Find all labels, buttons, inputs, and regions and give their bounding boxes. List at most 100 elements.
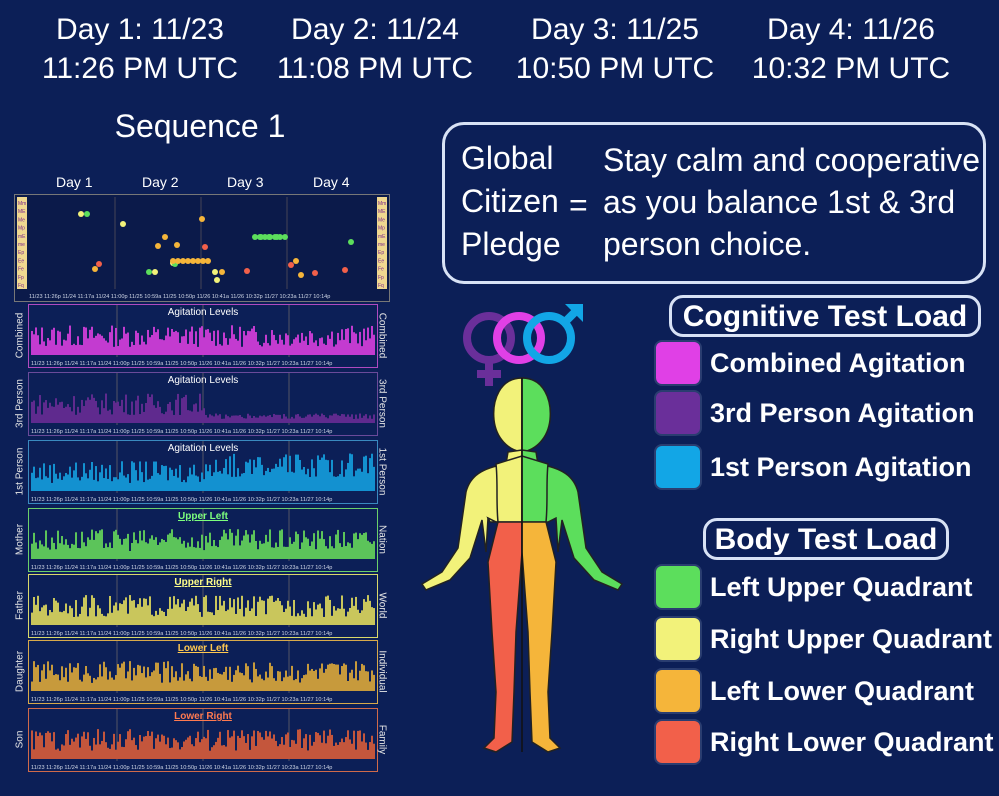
agitation-bar bbox=[219, 595, 221, 625]
agitation-bar bbox=[315, 732, 317, 759]
agitation-bar bbox=[203, 550, 205, 559]
pledge-box: Global Citizen Pledge = Stay calm and co… bbox=[442, 122, 986, 284]
plot-day-1: Day 1 bbox=[56, 174, 93, 190]
agitation-bar bbox=[161, 734, 163, 759]
agitation-bar bbox=[313, 741, 315, 759]
agitation-bar bbox=[293, 599, 295, 625]
agitation-bar bbox=[65, 406, 67, 423]
agitation-bar bbox=[159, 339, 161, 355]
agitation-bar bbox=[333, 664, 335, 691]
agitation-bar bbox=[39, 467, 41, 491]
agitation-bar bbox=[149, 676, 151, 691]
cognitive-test-load-heading: Cognitive Test Load bbox=[669, 295, 981, 337]
agitation-bar bbox=[75, 414, 77, 423]
agitation-bar bbox=[99, 530, 101, 559]
state-dot bbox=[200, 258, 206, 264]
agitation-bar bbox=[135, 330, 137, 355]
agitation-bar bbox=[51, 664, 53, 691]
agitation-bar bbox=[281, 529, 283, 559]
agitation-bar bbox=[313, 602, 315, 625]
agitation-bar bbox=[369, 681, 371, 691]
agitation-bar bbox=[73, 343, 75, 355]
panel-left-label: Daughter bbox=[14, 650, 26, 693]
agitation-bar bbox=[49, 465, 51, 491]
agitation-bar bbox=[361, 610, 363, 625]
state-timeline-plot: Mm ME Me Mp mE me Ep Ee Fe Fp Fq Mm ME Me Mp mE me Ep Ee Fe… bbox=[14, 194, 390, 302]
agitation-bar bbox=[213, 745, 215, 759]
agitation-bar bbox=[243, 616, 245, 625]
agitation-bar bbox=[223, 467, 225, 491]
agitation-bar bbox=[291, 343, 293, 355]
panel-right-label: Nation bbox=[376, 525, 388, 554]
agitation-bar bbox=[75, 532, 77, 559]
legend-right-upper-quadrant: Right Upper Quadrant bbox=[654, 615, 992, 663]
agitation-bar bbox=[247, 413, 249, 423]
agitation-bar bbox=[115, 477, 117, 491]
agitation-bar bbox=[145, 542, 147, 559]
agitation-bar bbox=[331, 734, 333, 759]
agitation-bar bbox=[283, 677, 285, 691]
agitation-bar bbox=[129, 595, 131, 625]
agitation-bar bbox=[209, 414, 211, 423]
agitation-bar bbox=[59, 402, 61, 423]
agitation-bar bbox=[153, 539, 155, 559]
agitation-bar bbox=[249, 542, 251, 559]
agitation-bar bbox=[35, 478, 37, 491]
agitation-bar bbox=[285, 333, 287, 355]
agitation-bar bbox=[255, 417, 257, 423]
agitation-bar bbox=[45, 530, 47, 559]
agitation-bar bbox=[99, 608, 101, 625]
agitation-bar bbox=[61, 666, 63, 691]
agitation-bar bbox=[259, 415, 261, 423]
agitation-bar bbox=[285, 416, 287, 423]
agitation-bar bbox=[153, 326, 155, 355]
agitation-bar bbox=[201, 739, 203, 759]
agitation-bar bbox=[219, 539, 221, 559]
bar-plot: 11/23 11:26p 11/24 11:17a 11/24 11:00p 1… bbox=[28, 508, 378, 572]
agitation-bar bbox=[339, 543, 341, 559]
panel-4: 11/23 11:26p 11/24 11:17a 11/24 11:00p 1… bbox=[14, 508, 392, 572]
agitation-bar bbox=[247, 600, 249, 625]
agitation-bar bbox=[275, 740, 277, 759]
agitation-bar bbox=[205, 464, 207, 491]
agitation-bar bbox=[149, 596, 151, 625]
agitation-bar bbox=[215, 667, 217, 691]
agitation-bar bbox=[219, 414, 221, 423]
agitation-bar bbox=[281, 737, 283, 759]
agitation-bar bbox=[153, 748, 155, 759]
agitation-bar bbox=[147, 393, 149, 423]
agitation-bar bbox=[149, 735, 151, 759]
agitation-bar bbox=[145, 736, 147, 759]
agitation-bar bbox=[93, 597, 95, 625]
agitation-bar bbox=[373, 466, 375, 491]
agitation-bar bbox=[55, 674, 57, 691]
bar-plot-svg: 11/23 11:26p 11/24 11:17a 11/24 11:00p 1… bbox=[31, 305, 375, 367]
agitation-bar bbox=[303, 530, 305, 559]
agitation-bar bbox=[91, 750, 93, 759]
agitation-bar bbox=[295, 454, 297, 491]
agitation-bar bbox=[339, 608, 341, 625]
agitation-bar bbox=[319, 735, 321, 759]
agitation-bar bbox=[351, 414, 353, 423]
agitation-bar bbox=[273, 334, 275, 355]
agitation-bar bbox=[317, 346, 319, 355]
agitation-bar bbox=[95, 400, 97, 423]
agitation-bar bbox=[353, 418, 355, 423]
agitation-bar bbox=[127, 332, 129, 355]
agitation-bar bbox=[131, 341, 133, 355]
agitation-bar bbox=[207, 680, 209, 691]
agitation-bar bbox=[267, 736, 269, 759]
agitation-bar bbox=[143, 598, 145, 625]
agitation-bar bbox=[365, 414, 367, 423]
agitation-bar bbox=[257, 676, 259, 691]
agitation-bar bbox=[199, 327, 201, 355]
agitation-bar bbox=[65, 667, 67, 691]
state-dot bbox=[277, 234, 283, 240]
agitation-bar bbox=[277, 746, 279, 759]
agitation-bar bbox=[261, 737, 263, 759]
agitation-bar bbox=[233, 334, 235, 355]
agitation-bar bbox=[323, 343, 325, 355]
agitation-bar bbox=[163, 466, 165, 491]
agitation-bar bbox=[159, 406, 161, 423]
agitation-bar bbox=[281, 466, 283, 491]
